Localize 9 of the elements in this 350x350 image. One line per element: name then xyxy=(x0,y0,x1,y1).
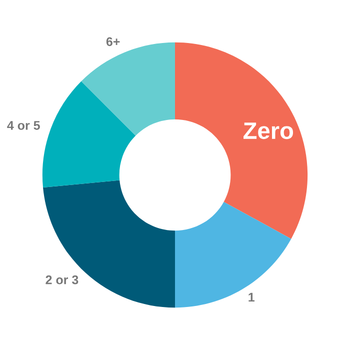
slice-label: 1 xyxy=(248,292,254,302)
slice-label: 4 or 5 xyxy=(7,121,40,130)
slice-label: 2 or 3 xyxy=(46,275,78,284)
donut-slice xyxy=(175,202,292,308)
slice-label: Zero xyxy=(243,122,294,140)
donut-slice xyxy=(42,81,136,188)
donut-slice xyxy=(43,180,175,308)
donut-slice xyxy=(175,42,308,239)
slice-label: 6+ xyxy=(106,37,120,46)
